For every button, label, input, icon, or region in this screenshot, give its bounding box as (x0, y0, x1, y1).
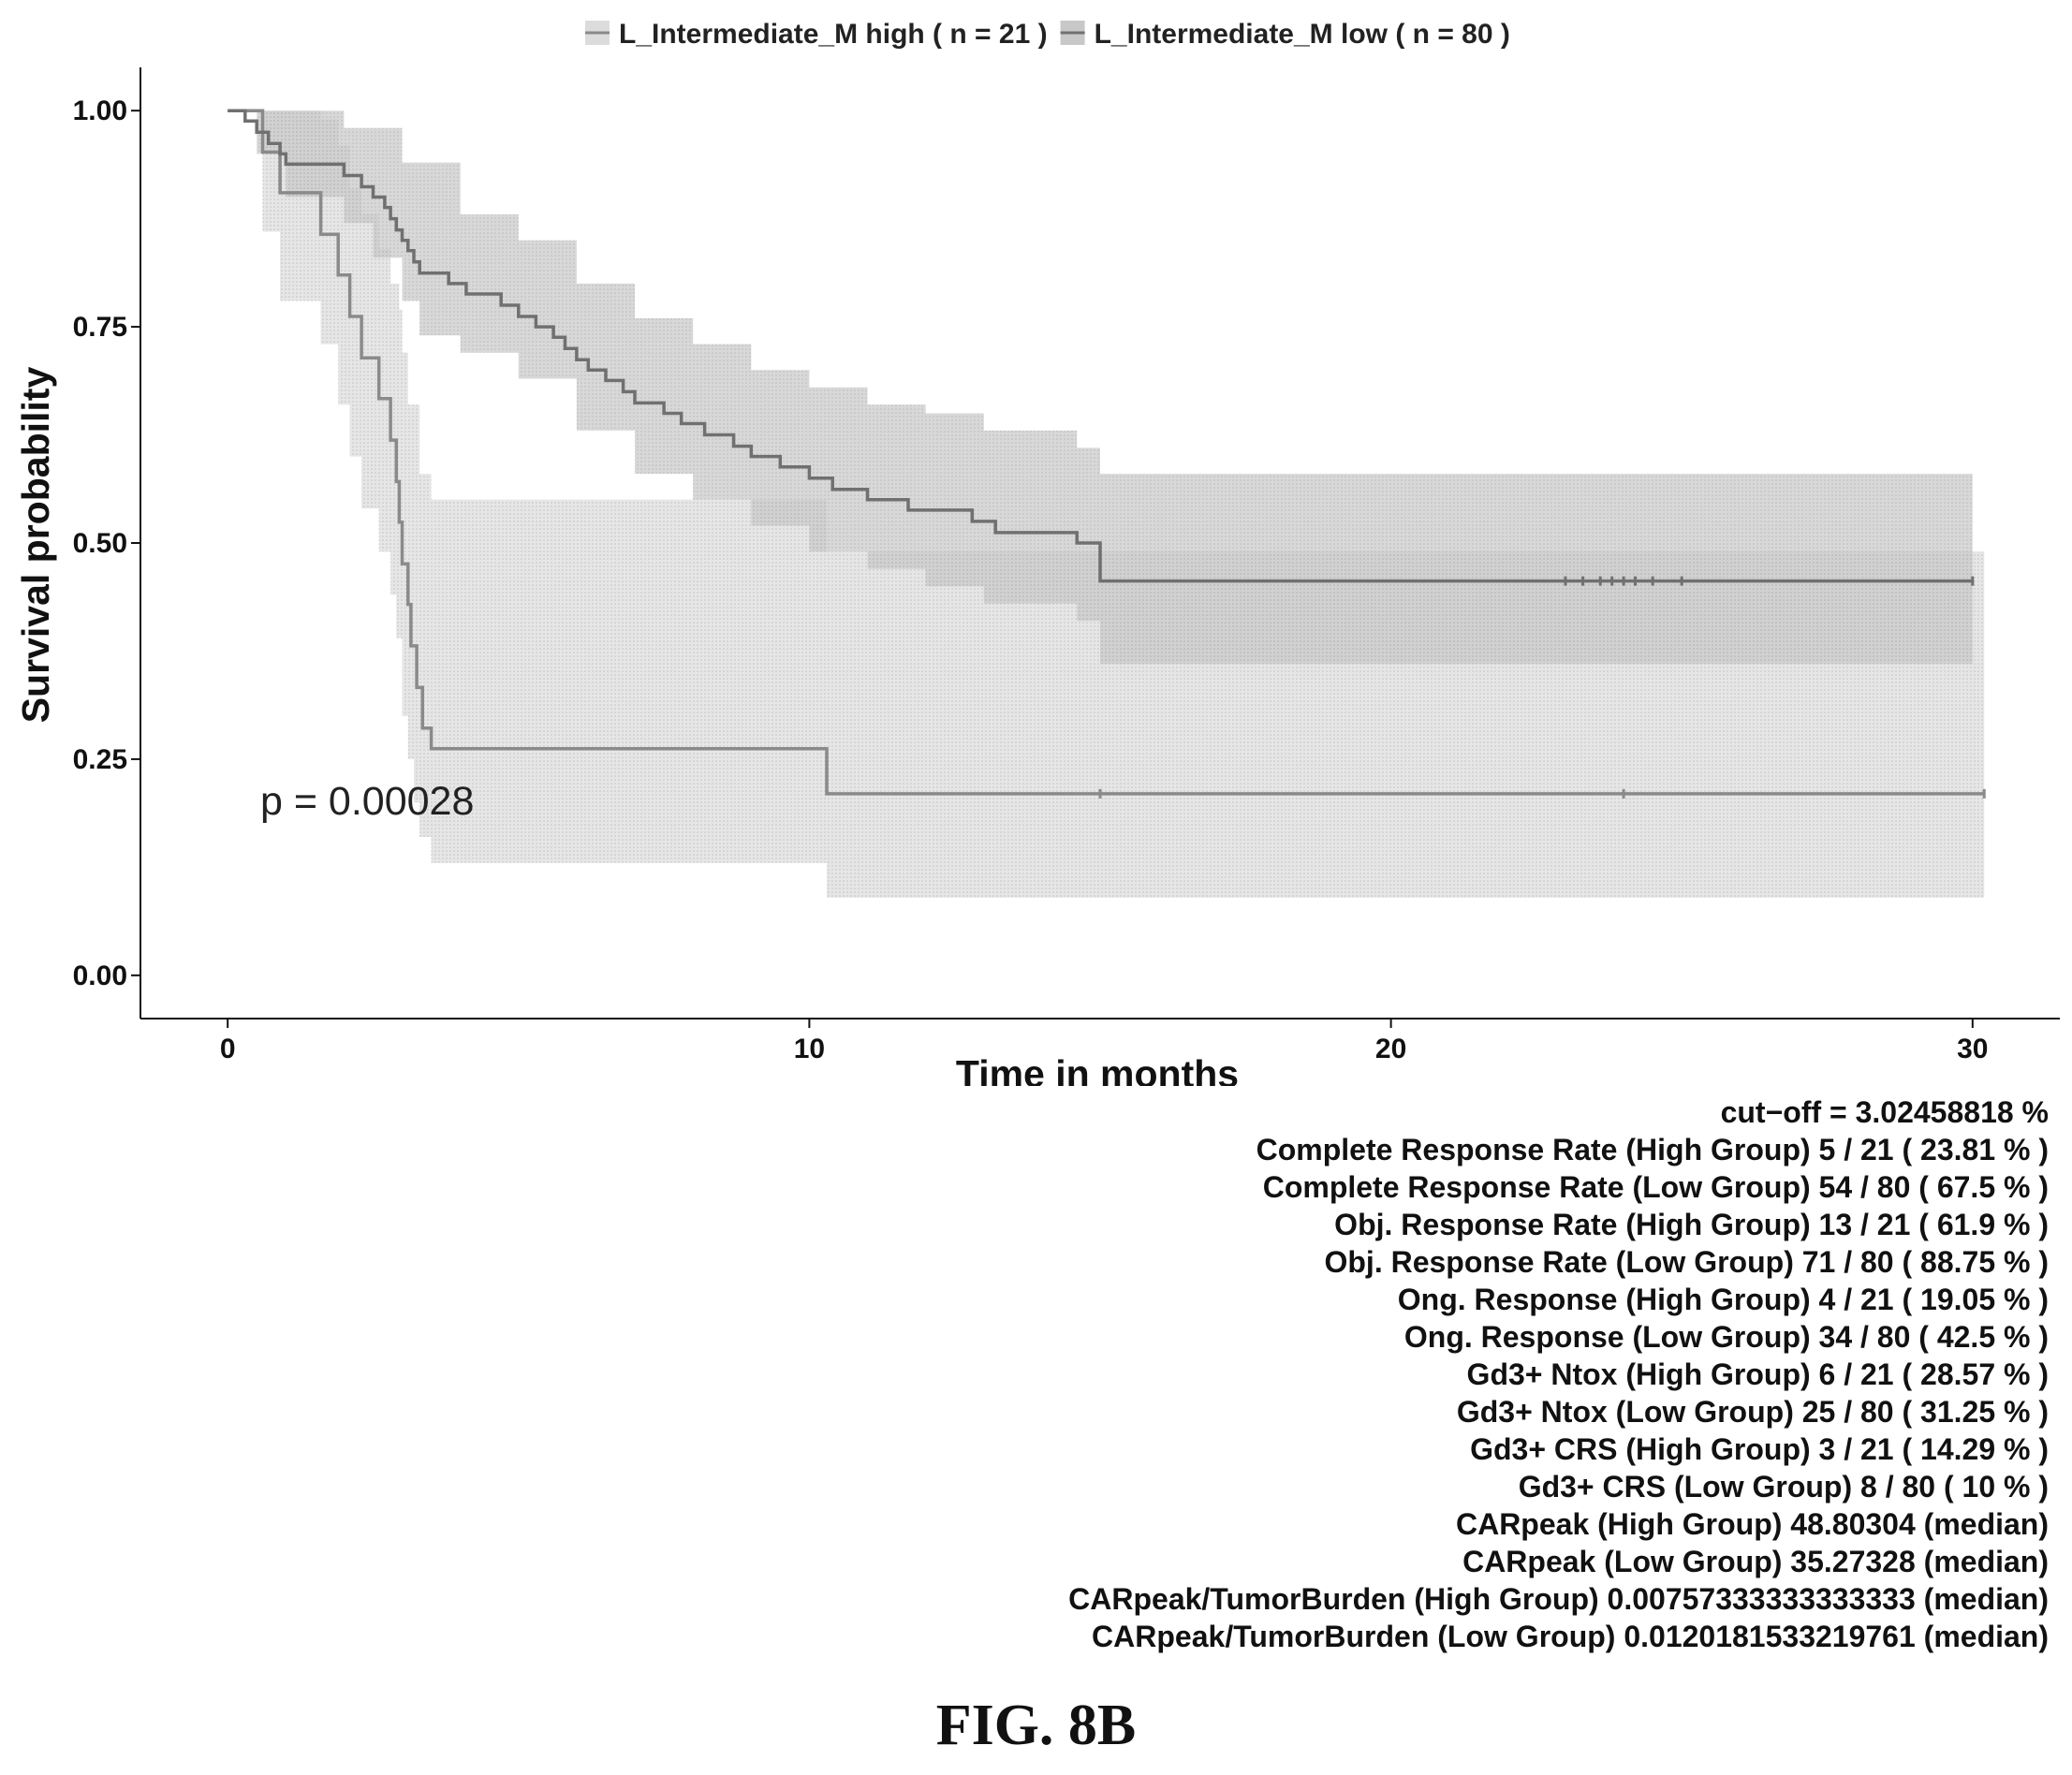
p-value-annotation: p = 0.00028 (260, 779, 474, 824)
stat-line: CARpeak/TumorBurden (High Group) 0.00757… (1068, 1582, 2049, 1616)
legend: L_Intermediate_M high ( n = 21 ) L_Interm… (585, 19, 1510, 50)
stat-line: CARpeak (Low Group) 35.27328 (median) (1462, 1545, 2049, 1578)
stat-line: Ong. Response (High Group) 4 / 21 ( 19.0… (1397, 1283, 2049, 1316)
stat-line: Obj. Response Rate (Low Group) 71 / 80 (… (1324, 1245, 2049, 1279)
stat-line: Gd3+ CRS (Low Group) 8 / 80 ( 10 % ) (1518, 1470, 2049, 1504)
stat-line: Complete Response Rate (High Group) 5 / … (1256, 1133, 2049, 1166)
stat-line: Gd3+ Ntox (Low Group) 25 / 80 ( 31.25 % … (1456, 1395, 2049, 1429)
confidence-band-texture-low (228, 110, 1973, 665)
y-axis-title: Survival probability (14, 367, 57, 724)
survival-curves (228, 109, 1985, 796)
y-tick-label: 0.50 (73, 528, 127, 559)
y-ticks: 0.00 0.25 0.50 0.75 1.00 (73, 95, 140, 991)
x-tick-label: 10 (794, 1034, 825, 1064)
x-ticks: 0 10 20 30 (220, 1019, 1989, 1064)
legend-label-high: L_Intermediate_M high ( n = 21 ) (619, 19, 1048, 50)
confidence-band-texture-high (228, 110, 1985, 898)
x-axis-title: Time in months (956, 1052, 1239, 1086)
x-tick-label: 30 (1957, 1034, 1988, 1064)
stat-line: Obj. Response Rate (High Group) 13 / 21 … (1334, 1208, 2049, 1241)
stat-line: cut−off = 3.02458818 % (1720, 1095, 2049, 1129)
stat-line: Ong. Response (Low Group) 34 / 80 ( 42.5… (1403, 1320, 2049, 1354)
stat-line: CARpeak (High Group) 48.80304 (median) (1455, 1507, 2049, 1541)
y-tick-label: 1.00 (73, 95, 127, 126)
legend-label-low: L_Intermediate_M low ( n = 80 ) (1095, 19, 1510, 50)
stat-line: CARpeak/TumorBurden (Low Group) 0.012018… (1092, 1620, 2049, 1653)
stat-line: Complete Response Rate (Low Group) 54 / … (1262, 1170, 2049, 1204)
survival-curve-high (228, 109, 1985, 796)
survival-chart: L_Intermediate_M high ( n = 21 ) L_Interm… (14, 19, 2060, 1086)
x-tick-label: 20 (1375, 1034, 1406, 1064)
figure-label: FIG. 8B (935, 1694, 1137, 1757)
stat-line: Gd3+ CRS (High Group) 3 / 21 ( 14.29 % ) (1470, 1432, 2049, 1466)
y-tick-label: 0.00 (73, 961, 127, 991)
y-tick-label: 0.75 (73, 312, 127, 343)
survival-curve-low (228, 109, 1973, 583)
censor-marks (1098, 576, 1986, 799)
confidence-bands (228, 110, 1985, 898)
x-tick-label: 0 (220, 1034, 236, 1064)
stats-panel: cut−off = 3.02458818 % Complete Response … (1068, 1093, 2049, 1655)
stat-line: Gd3+ Ntox (High Group) 6 / 21 ( 28.57 % … (1466, 1357, 2049, 1391)
y-tick-label: 0.25 (73, 744, 127, 775)
